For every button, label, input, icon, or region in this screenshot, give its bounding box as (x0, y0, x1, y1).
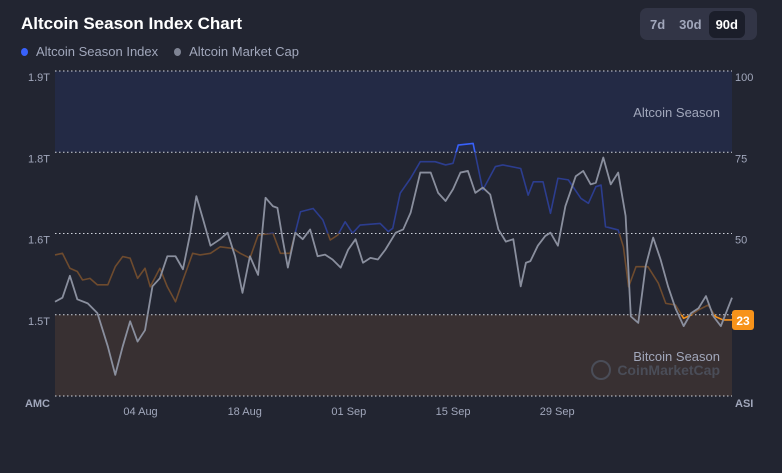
right-axis-tick: 100 (735, 72, 753, 84)
tab-30d[interactable]: 30d (679, 16, 702, 32)
watermark-text: CoinMarketCap (617, 362, 720, 378)
zone-altcoin-season (55, 71, 732, 153)
x-axis-tick: 04 Aug (123, 406, 157, 418)
left-axis-tick: 1.8T (28, 153, 50, 165)
legend-label: Altcoin Season Index (36, 44, 159, 59)
coinmarketcap-watermark: CoinMarketCap (591, 360, 720, 380)
asi-series-line-segment (264, 152, 621, 234)
zone-label: Altcoin Season (633, 105, 720, 120)
current-value-badge: 23 (732, 309, 754, 330)
left-axis-tick: 1.5T (28, 316, 50, 328)
range-tabs: 7d 30d 90d (640, 8, 757, 40)
x-axis-tick: 01 Sep (331, 406, 366, 418)
left-axis-tick: 1.6T (28, 235, 50, 247)
left-axis-tick: 1.9T (28, 72, 50, 84)
tab-90d[interactable]: 90d (708, 10, 745, 38)
asi-series-line-segment (54, 233, 716, 315)
right-axis-tick: 50 (735, 235, 747, 247)
badge-bg (732, 309, 754, 330)
right-axis-tick: 75 (735, 153, 747, 165)
legend: Altcoin Season Index Altcoin Market Cap (21, 44, 299, 59)
legend-dot-icon (21, 48, 28, 56)
x-axis-tick: 29 Sep (540, 406, 575, 418)
legend-item-amc[interactable]: Altcoin Market Cap (174, 44, 299, 59)
left-axis-label: AMC (25, 398, 50, 410)
chart-title: Altcoin Season Index Chart (21, 14, 243, 33)
legend-dot-icon (174, 48, 182, 56)
zone-label: Bitcoin Season (633, 349, 720, 364)
cmc-logo-icon (591, 360, 611, 380)
zone-bitcoin-season (55, 314, 732, 396)
x-axis-tick: 15 Sep (436, 406, 471, 418)
legend-label: Altcoin Market Cap (189, 44, 299, 59)
tab-7d[interactable]: 7d (650, 16, 666, 32)
legend-item-asi[interactable]: Altcoin Season Index (21, 44, 158, 59)
amc-series-line (54, 156, 733, 376)
right-axis-label: ASI (735, 398, 753, 410)
current-value-text: 23 (736, 314, 750, 328)
x-axis-tick: 18 Aug (228, 406, 262, 418)
